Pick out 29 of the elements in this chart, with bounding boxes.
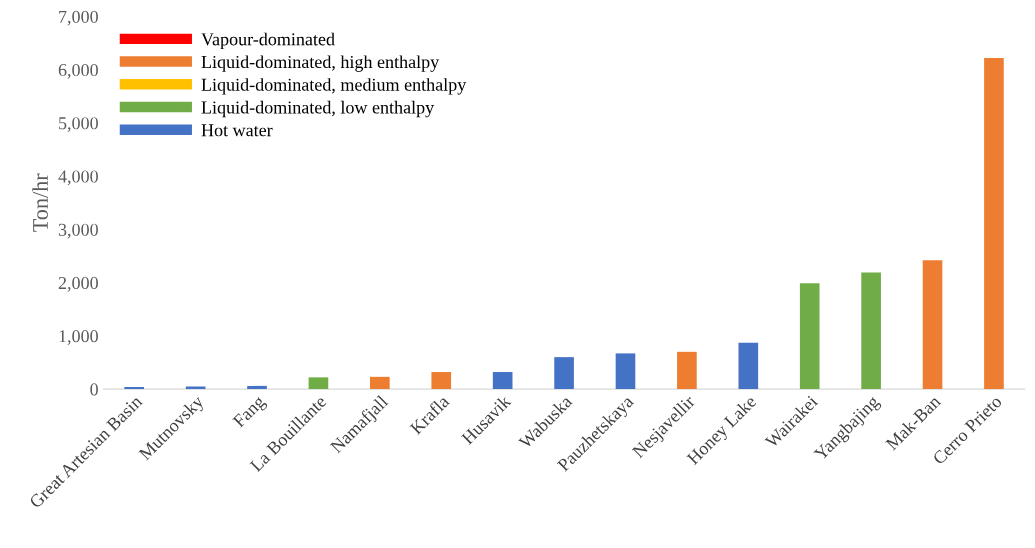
y-axis-title: Ton/hr	[32, 173, 48, 232]
y-tick-label: 5,000	[59, 117, 98, 132]
bar	[738, 342, 759, 390]
bar	[370, 376, 390, 390]
legend-label: Liquid-dominated, low enthalpy	[201, 100, 435, 118]
legend-label: Liquid-dominated, high enthalpy	[201, 55, 440, 72]
bar	[554, 357, 574, 390]
bar	[861, 272, 881, 390]
bar	[431, 372, 452, 390]
bar	[124, 386, 145, 390]
y-tick-label: 4,000	[58, 170, 98, 186]
bar	[984, 57, 1004, 390]
y-tick-label: 1,000	[59, 330, 98, 345]
bar	[922, 260, 943, 390]
legend-label: Liquid-dominated, medium enthalpy	[201, 78, 467, 95]
y-tick-label: 7,000	[59, 10, 98, 26]
bar	[677, 351, 697, 390]
y-tick-label: 2,000	[58, 276, 98, 292]
bar	[308, 377, 329, 390]
bar	[247, 385, 267, 390]
y-tick-label: 6,000	[58, 63, 98, 79]
legend-label: Hot water	[201, 124, 273, 137]
bar	[185, 386, 206, 390]
bar	[615, 353, 636, 390]
bar	[799, 283, 820, 390]
y-tick-label: 0	[90, 383, 98, 396]
legend-label: Vapour-dominated	[201, 32, 335, 50]
y-tick-label: 3,000	[58, 223, 98, 239]
bar	[492, 372, 513, 390]
